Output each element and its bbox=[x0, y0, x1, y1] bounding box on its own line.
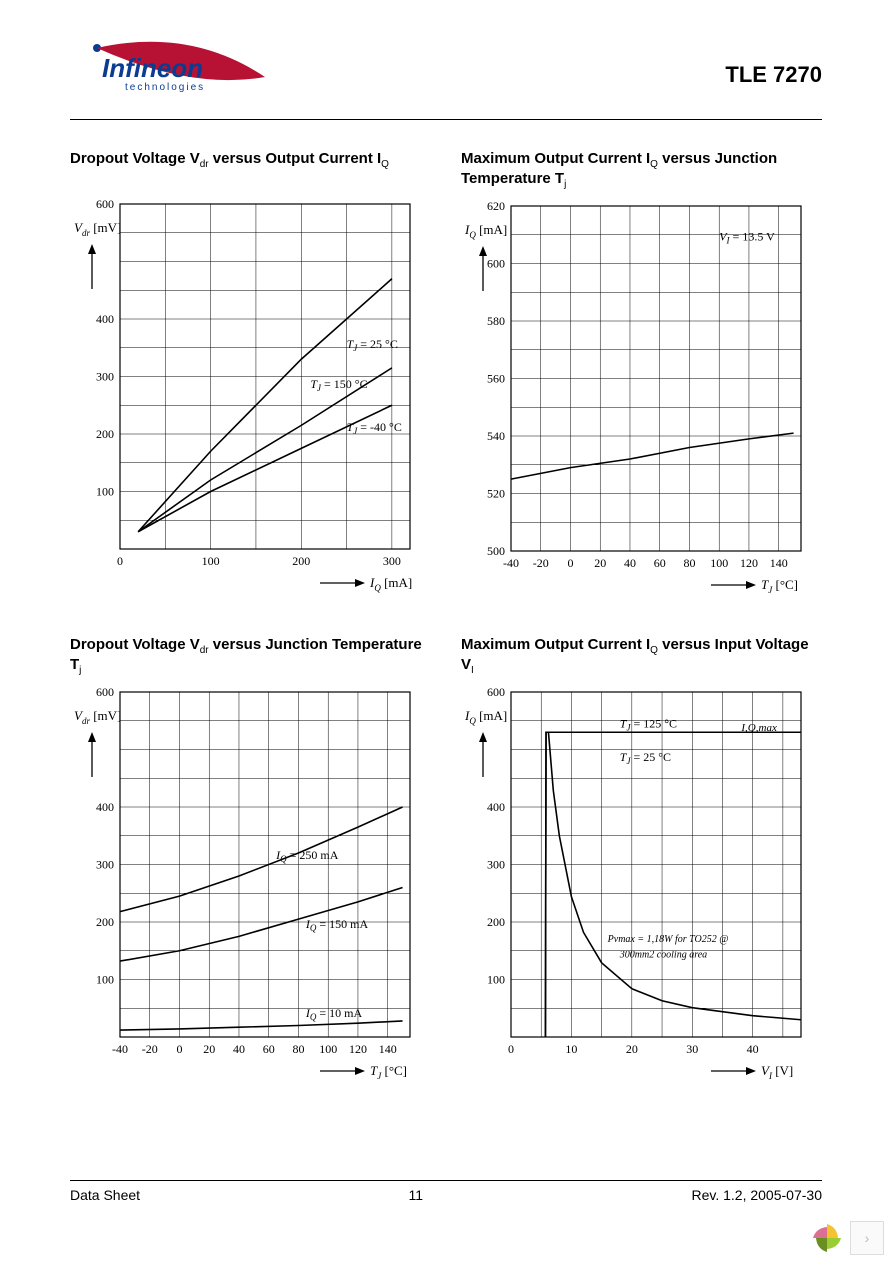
svg-text:20: 20 bbox=[626, 1042, 638, 1056]
svg-text:140: 140 bbox=[770, 556, 788, 570]
svg-text:200: 200 bbox=[487, 915, 505, 929]
svg-text:40: 40 bbox=[624, 556, 636, 570]
chart-1-svg: 0 100 200 300 100 200 300 400 600 Vdr [mV] IQ [mA]… bbox=[70, 194, 420, 614]
charts-grid: Dropout Voltage Vdr versus Output Curren… bbox=[70, 150, 822, 1102]
svg-text:30: 30 bbox=[686, 1042, 698, 1056]
svg-text:60: 60 bbox=[263, 1042, 275, 1056]
next-page-button[interactable]: › bbox=[850, 1221, 884, 1255]
svg-text:Vdr [mV]: Vdr [mV] bbox=[74, 220, 121, 238]
svg-text:200: 200 bbox=[96, 427, 114, 441]
svg-text:IQ [mA]: IQ [mA] bbox=[464, 222, 507, 240]
page-footer: Data Sheet 11 Rev. 1.2, 2005-07-30 bbox=[70, 1180, 822, 1203]
svg-text:0: 0 bbox=[508, 1042, 514, 1056]
svg-text:Pvmax = 1,18W for TO252 @: Pvmax = 1,18W for TO252 @ bbox=[607, 934, 729, 945]
svg-text:-40: -40 bbox=[112, 1042, 128, 1056]
svg-text:600: 600 bbox=[487, 257, 505, 271]
footer-rev: Rev. 1.2, 2005-07-30 bbox=[691, 1187, 822, 1203]
svg-text:300mm2 cooling area: 300mm2 cooling area bbox=[619, 950, 707, 961]
svg-text:560: 560 bbox=[487, 372, 505, 386]
svg-text:140: 140 bbox=[379, 1042, 397, 1056]
svg-text:0: 0 bbox=[117, 554, 123, 568]
svg-text:TJ [°C]: TJ [°C] bbox=[761, 577, 798, 595]
svg-text:400: 400 bbox=[96, 800, 114, 814]
svg-text:300: 300 bbox=[383, 554, 401, 568]
svg-text:100: 100 bbox=[710, 556, 728, 570]
chart-1-title: Dropout Voltage Vdr versus Output Curren… bbox=[70, 150, 431, 188]
svg-text:40: 40 bbox=[747, 1042, 759, 1056]
svg-text:10: 10 bbox=[565, 1042, 577, 1056]
chart-3-svg: -40 -20 0 20 40 60 80 100 120 140 100 200 300 400 600 V… bbox=[70, 682, 420, 1102]
svg-text:40: 40 bbox=[233, 1042, 245, 1056]
svg-text:-40: -40 bbox=[503, 556, 519, 570]
svg-text:20: 20 bbox=[594, 556, 606, 570]
svg-text:400: 400 bbox=[487, 800, 505, 814]
svg-text:80: 80 bbox=[683, 556, 695, 570]
svg-text:120: 120 bbox=[349, 1042, 367, 1056]
svg-text:400: 400 bbox=[96, 312, 114, 326]
svg-text:-20: -20 bbox=[142, 1042, 158, 1056]
svg-text:600: 600 bbox=[487, 685, 505, 699]
svg-text:VI [V]: VI [V] bbox=[761, 1063, 793, 1081]
svg-text:300: 300 bbox=[96, 858, 114, 872]
chart-4: Maximum Output Current IQ versus Input V… bbox=[461, 636, 822, 1102]
svg-text:600: 600 bbox=[96, 197, 114, 211]
chart-1: Dropout Voltage Vdr versus Output Curren… bbox=[70, 150, 431, 616]
footer-page: 11 bbox=[409, 1187, 424, 1203]
svg-text:540: 540 bbox=[487, 429, 505, 443]
svg-text:IQ [mA]: IQ [mA] bbox=[369, 575, 412, 593]
svg-text:300: 300 bbox=[487, 858, 505, 872]
part-prefix: TLE bbox=[725, 62, 773, 87]
svg-text:0: 0 bbox=[176, 1042, 182, 1056]
svg-text:520: 520 bbox=[487, 487, 505, 501]
chart-2: Maximum Output Current IQ versus Junctio… bbox=[461, 150, 822, 616]
chart-4-svg: 010203040100200300400600IQ [mA]VI [V]TJ … bbox=[461, 682, 811, 1102]
svg-text:100: 100 bbox=[202, 554, 220, 568]
part-num: 7270 bbox=[773, 62, 822, 87]
svg-text:580: 580 bbox=[487, 314, 505, 328]
brand-logo: Infineon technologies bbox=[70, 35, 270, 115]
part-number: TLE 7270 bbox=[725, 62, 822, 88]
chart-3: Dropout Voltage Vdr versus Junction Temp… bbox=[70, 636, 431, 1102]
svg-text:60: 60 bbox=[654, 556, 666, 570]
chart-3-title: Dropout Voltage Vdr versus Junction Temp… bbox=[70, 636, 431, 676]
svg-text:0: 0 bbox=[567, 556, 573, 570]
svg-text:20: 20 bbox=[203, 1042, 215, 1056]
svg-text:300: 300 bbox=[96, 370, 114, 384]
svg-text:Vdr [mV]: Vdr [mV] bbox=[74, 708, 121, 726]
svg-text:620: 620 bbox=[487, 199, 505, 213]
svg-text:120: 120 bbox=[740, 556, 758, 570]
svg-text:IQ [mA]: IQ [mA] bbox=[464, 708, 507, 726]
footer-left: Data Sheet bbox=[70, 1187, 140, 1203]
svg-text:500: 500 bbox=[487, 544, 505, 558]
chart-2-svg: -40 -20 0 20 40 60 80 100 120 140 500 520 540 560 580 6… bbox=[461, 196, 811, 616]
svg-text:Infineon: Infineon bbox=[102, 53, 203, 83]
svg-text:200: 200 bbox=[292, 554, 310, 568]
chart-2-title: Maximum Output Current IQ versus Junctio… bbox=[461, 150, 822, 190]
svg-text:-20: -20 bbox=[533, 556, 549, 570]
chart-4-title: Maximum Output Current IQ versus Input V… bbox=[461, 636, 822, 676]
svg-text:100: 100 bbox=[96, 973, 114, 987]
page-header: Infineon technologies TLE 7270 bbox=[70, 35, 822, 120]
svg-text:TJ [°C]: TJ [°C] bbox=[370, 1063, 407, 1081]
svg-text:I,Q,max: I,Q,max bbox=[740, 722, 777, 734]
svg-text:100: 100 bbox=[96, 485, 114, 499]
svg-text:200: 200 bbox=[96, 915, 114, 929]
svg-text:100: 100 bbox=[319, 1042, 337, 1056]
svg-text:600: 600 bbox=[96, 685, 114, 699]
svg-text:80: 80 bbox=[292, 1042, 304, 1056]
pinwheel-icon bbox=[810, 1221, 844, 1255]
svg-text:100: 100 bbox=[487, 973, 505, 987]
viewer-nav: › bbox=[810, 1221, 884, 1255]
svg-text:technologies: technologies bbox=[125, 82, 205, 93]
